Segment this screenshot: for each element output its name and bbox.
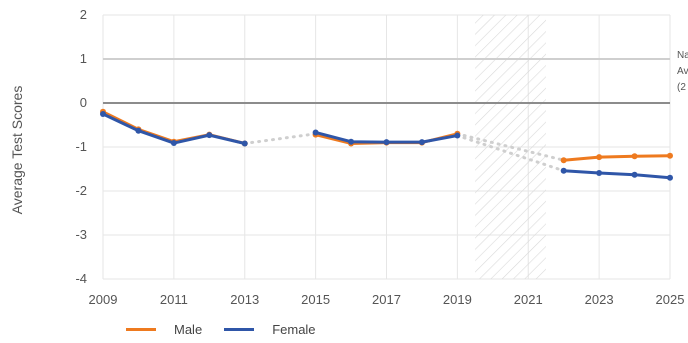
legend-swatch-female <box>224 328 255 331</box>
data-point-female <box>312 129 319 136</box>
y-tick-labels: 2 1 0 -1 -2 -3 -4 <box>75 7 87 286</box>
data-point-female <box>241 140 248 147</box>
data-point-female <box>560 167 567 174</box>
data-point-female <box>383 139 390 146</box>
grid-lines <box>102 14 671 280</box>
data-point-female <box>667 174 673 181</box>
y-tick-label: 1 <box>80 51 87 66</box>
data-point-female <box>348 138 355 145</box>
gap-connector <box>455 132 566 162</box>
gap-connector <box>243 132 318 145</box>
data-point-female <box>596 169 603 176</box>
data-point-female <box>418 139 425 146</box>
y-tick-label: -4 <box>75 271 87 286</box>
x-tick-label: 2015 <box>301 292 330 307</box>
legend-item-female: Female <box>224 322 316 337</box>
x-tick-labels: 2009 2011 2013 2015 2017 2019 2021 2023 2025 <box>89 292 685 307</box>
legend: Male Female <box>126 322 338 337</box>
note-line-3: (2 <box>677 82 686 93</box>
x-tick-label: 2025 <box>656 292 685 307</box>
data-point-male <box>667 152 673 159</box>
y-tick-label: 0 <box>80 95 87 110</box>
series-line-male <box>562 154 672 162</box>
x-tick-label: 2013 <box>230 292 259 307</box>
legend-label-male: Male <box>174 322 203 337</box>
legend-item-male: Male <box>126 322 202 337</box>
y-tick-label: -1 <box>75 139 87 154</box>
data-point-female <box>170 140 177 147</box>
reference-lines <box>103 58 670 104</box>
data-point-female <box>631 171 638 178</box>
x-tick-label: 2019 <box>443 292 472 307</box>
note-line-1: Na <box>677 50 688 61</box>
gap-connector <box>455 134 566 173</box>
x-tick-label: 2011 <box>160 292 188 307</box>
gap-connectors <box>243 132 566 173</box>
data-point-female <box>206 132 213 139</box>
legend-label-female: Female <box>272 322 316 337</box>
x-tick-label: 2009 <box>89 292 118 307</box>
data-point-male <box>596 154 603 161</box>
x-tick-label: 2017 <box>372 292 401 307</box>
series-lines <box>100 108 673 181</box>
data-point-male <box>560 157 567 164</box>
x-tick-label: 2023 <box>585 292 614 307</box>
data-point-male <box>631 153 638 160</box>
note-line-2: Av <box>677 66 688 77</box>
x-tick-label: 2021 <box>514 292 543 307</box>
data-point-female <box>454 132 461 139</box>
series-line-female <box>562 169 672 180</box>
legend-swatch-male <box>126 328 156 331</box>
y-axis-label: Average Test Scores <box>9 86 25 215</box>
data-point-female <box>100 111 106 117</box>
data-point-female <box>135 127 142 134</box>
side-note: Na Av (2 <box>677 50 688 93</box>
y-tick-label: -2 <box>75 183 87 198</box>
y-tick-label: 2 <box>80 7 87 22</box>
y-tick-label: -3 <box>75 227 87 242</box>
